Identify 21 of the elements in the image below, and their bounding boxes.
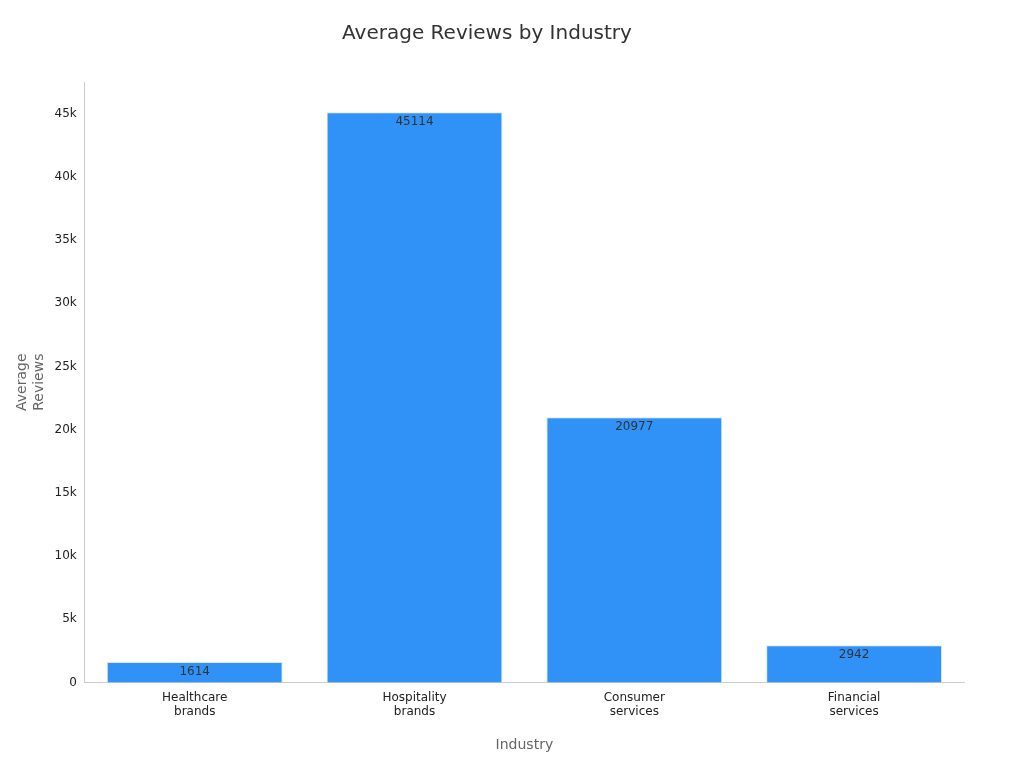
y-tick-label: 0 [69,674,77,689]
x-tick-label: Healthcare brands [162,689,228,719]
y-tick-label: 45k [54,105,77,120]
y-tick-label: 20k [54,421,77,436]
y-tick-label: 10k [54,548,77,563]
y-tick-label: 15k [54,484,77,499]
data-label: 1614 [179,664,210,679]
data-label: 45114 [395,114,434,129]
y-tick-label: 35k [54,232,77,247]
data-label: 20977 [615,419,654,434]
y-tick-label: 30k [54,295,77,310]
data-label: 2942 [838,647,870,662]
chart-title: Average Reviews by Industry [342,20,633,45]
y-tick-label: 40k [54,168,77,183]
y-tick-label: 25k [54,358,77,373]
x-axis-title: Industry [495,736,554,753]
y-axis-title: Average Reviews [13,353,46,411]
x-tick-label: Hospitality brands [382,689,447,719]
x-tick-label: Financial services [827,689,881,719]
x-tick-label: Consumer services [603,689,665,719]
y-tick-label: 5k [62,611,77,626]
